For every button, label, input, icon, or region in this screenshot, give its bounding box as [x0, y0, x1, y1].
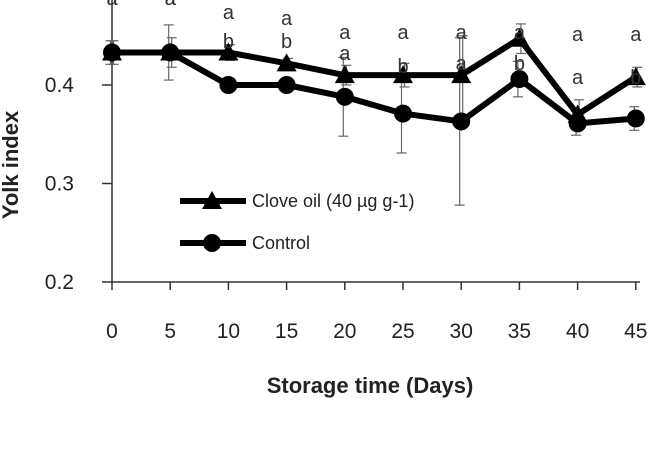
- x-tick-label: 30: [450, 320, 473, 343]
- significance-label: a: [281, 8, 293, 30]
- series-line-clove-oil: [112, 35, 638, 118]
- circle-marker: [394, 104, 412, 123]
- significance-label: a: [106, 0, 118, 10]
- series-lines: [112, 35, 638, 127]
- x-tick-label: 0: [106, 320, 118, 343]
- significance-label: b: [397, 56, 408, 78]
- x-axis-title: Storage time (Days): [267, 373, 474, 398]
- x-tick-label: 15: [275, 320, 298, 343]
- triangle-marker: [334, 65, 355, 84]
- triangle-marker: [625, 67, 646, 86]
- circle-marker: [452, 112, 471, 131]
- y-ticks: 0.2 0.3 0.4: [45, 74, 112, 294]
- significance-label: a: [572, 67, 584, 89]
- triangle-marker: [509, 28, 530, 47]
- significance-label: a: [165, 0, 177, 10]
- y-tick-label: 0.3: [45, 173, 74, 196]
- legend: Clove oil (40 µg g-1) Control: [180, 191, 414, 253]
- triangle-marker: [218, 42, 239, 61]
- significance-label: a: [572, 24, 584, 46]
- triangle-marker: [276, 53, 297, 72]
- significance-label: b: [281, 31, 292, 53]
- significance-label: a: [456, 22, 468, 44]
- circle-marker: [103, 43, 121, 62]
- y-axis-title: Yolk index: [0, 110, 23, 219]
- x-tick-label: 25: [391, 320, 414, 343]
- x-tick-label: 45: [624, 320, 647, 343]
- significance-label: a: [165, 0, 177, 10]
- circle-marker: [219, 76, 238, 94]
- circle-marker: [161, 43, 180, 62]
- x-tick-label: 35: [508, 320, 531, 343]
- legend-item-clove-oil: Clove oil (40 µg g-1): [180, 191, 414, 211]
- x-tick-label: 5: [164, 320, 176, 343]
- y-tick-label: 0.4: [45, 74, 75, 97]
- x-tick-label: 20: [333, 320, 356, 343]
- significance-label: b: [223, 31, 234, 53]
- legend-item-control: Control: [180, 233, 310, 253]
- legend-label-clove-oil: Clove oil (40 µg g-1): [252, 191, 414, 211]
- series-line-control: [112, 49, 637, 127]
- significance-labels: aaaaaaaaaaaabbababab: [106, 0, 642, 89]
- significance-label: a: [339, 22, 351, 44]
- x-tick-label: 40: [566, 320, 589, 343]
- significance-label: a: [106, 0, 118, 10]
- y-tick-label: 0.2: [45, 271, 74, 294]
- significance-label: a: [339, 43, 351, 65]
- legend-triangle-marker: [202, 191, 222, 209]
- triangle-marker: [393, 65, 413, 84]
- legend-circle-marker: [203, 234, 221, 252]
- significance-label: a: [456, 53, 468, 75]
- significance-label: b: [630, 67, 641, 89]
- significance-label: a: [223, 2, 235, 24]
- circle-marker: [277, 76, 296, 94]
- circle-marker: [626, 109, 645, 128]
- x-ticks: 0 5 10 15 20 25 30 35 40 45: [106, 282, 647, 343]
- x-tick-label: 10: [217, 320, 240, 343]
- significance-label: a: [514, 22, 526, 44]
- axes: [111, 0, 640, 283]
- significance-label: a: [630, 24, 642, 46]
- series-markers: [102, 28, 646, 133]
- legend-label-control: Control: [252, 233, 310, 253]
- circle-marker: [568, 114, 587, 133]
- circle-marker: [510, 70, 529, 89]
- significance-label: a: [397, 22, 409, 44]
- circle-marker: [335, 87, 354, 106]
- significance-label: b: [514, 53, 525, 75]
- triangle-marker: [451, 65, 472, 84]
